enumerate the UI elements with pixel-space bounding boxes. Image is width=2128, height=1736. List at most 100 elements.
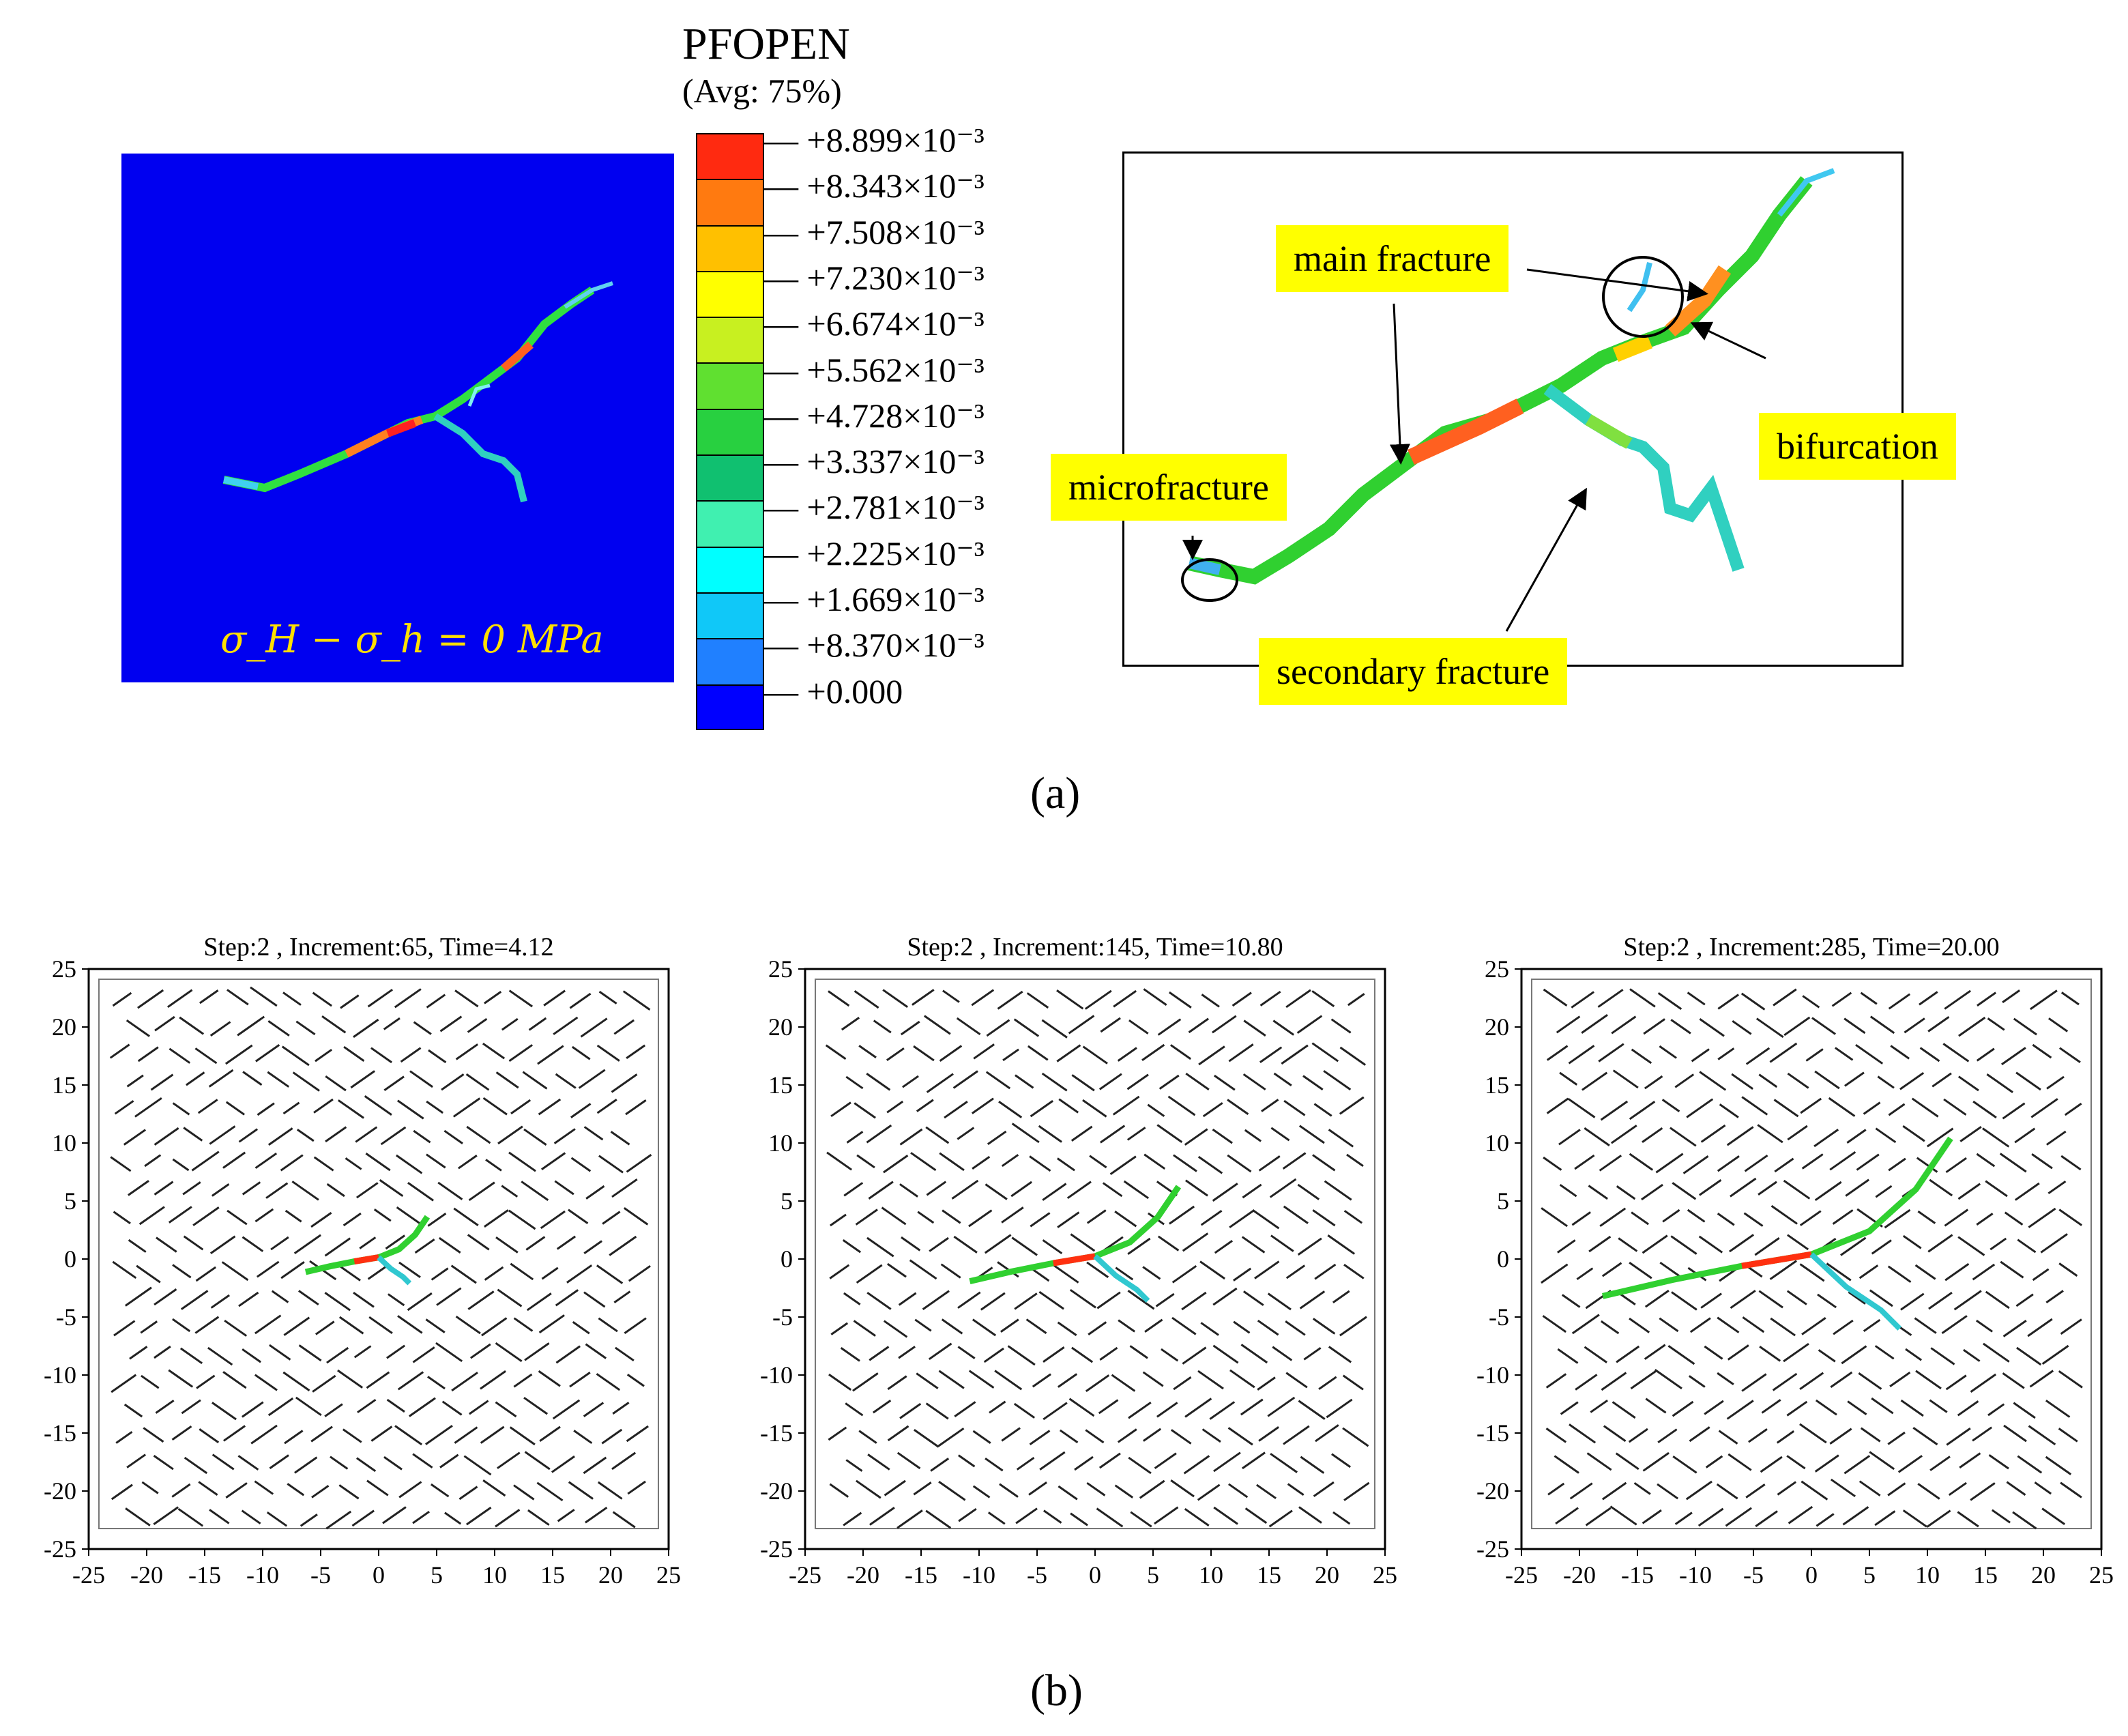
natural-fracture [209,1509,230,1524]
y-tick-label: 25 [52,955,76,983]
colorbar-segment [696,684,764,730]
natural-fracture [1112,1095,1140,1116]
y-tick-label: -5 [1489,1303,1509,1331]
natural-fracture [1742,1316,1765,1333]
natural-fracture [1086,1481,1106,1496]
natural-fracture [1259,1046,1283,1063]
natural-fracture [425,1318,446,1333]
natural-fracture [1869,1015,1895,1035]
natural-fracture [455,1043,479,1060]
natural-fracture [397,1315,423,1334]
natural-fracture [357,1398,377,1414]
natural-fracture [1704,1400,1724,1415]
natural-fracture [168,1369,194,1388]
natural-fracture [1629,1153,1654,1171]
natural-fracture [1887,1265,1912,1283]
x-tick-label: -25 [1505,1561,1538,1589]
natural-fracture [525,1236,546,1251]
natural-fracture [1161,1348,1179,1362]
natural-fracture [2013,1017,2037,1036]
natural-fracture [899,1183,918,1198]
natural-fracture [1815,1399,1837,1416]
natural-fracture [257,1102,275,1116]
natural-fracture [958,1507,977,1522]
natural-fracture [325,1075,347,1092]
natural-fracture [177,1507,204,1527]
natural-fracture [1057,1211,1080,1228]
natural-fracture [1777,1481,1796,1496]
natural-fracture [1832,1209,1854,1225]
natural-fracture [1074,1456,1094,1471]
natural-fracture [1199,1260,1226,1280]
natural-fracture [1801,1153,1824,1170]
natural-fracture [2034,1481,2052,1495]
y-tick-label: 0 [64,1245,76,1273]
natural-fracture [126,1453,147,1469]
natural-fracture [538,1314,565,1334]
secondary-fracture-trace [1093,1254,1150,1303]
natural-fracture [1830,1478,1856,1498]
natural-fracture [626,1044,646,1060]
natural-fracture [555,1289,579,1307]
natural-fracture [1267,1396,1296,1417]
natural-fracture [1917,1210,1936,1224]
natural-fracture [186,1071,205,1086]
natural-fracture [1298,1400,1326,1420]
natural-fracture [972,1155,991,1170]
natural-fracture [166,989,193,1009]
natural-fracture [902,1075,919,1088]
natural-fracture [1001,1427,1021,1442]
y-tick-label: 20 [52,1013,76,1041]
natural-fracture [1201,994,1220,1008]
natural-fracture [1988,1454,2009,1470]
natural-fracture [1629,1101,1656,1120]
natural-fracture [882,989,908,1008]
natural-fracture [583,1456,607,1475]
natural-fracture [1043,1402,1068,1421]
natural-fracture [269,1344,291,1361]
natural-fracture [495,1509,521,1528]
natural-fracture [1688,1375,1706,1388]
natural-fracture [192,1206,220,1226]
natural-fracture [484,1209,509,1228]
natural-fracture [1085,1374,1110,1393]
natural-fracture [1128,1019,1149,1035]
natural-fracture [1945,1157,1967,1174]
natural-fracture [184,1456,208,1475]
natural-fracture [1890,1045,1910,1060]
natural-fracture [1914,1317,1937,1334]
natural-fracture [2015,1071,2041,1091]
natural-fracture [1318,1376,1337,1390]
natural-fracture [523,1396,549,1415]
natural-fracture [1628,1428,1648,1443]
natural-fracture [1699,1018,1725,1037]
natural-fracture [1972,1100,1997,1119]
natural-fracture [112,992,132,1007]
natural-fracture [1944,989,1972,1010]
natural-fracture [1919,1047,1940,1062]
natural-fracture [1841,1345,1867,1365]
natural-fracture [1957,1236,1985,1256]
natural-fracture [2030,1098,2058,1118]
colorbar-segment [696,500,764,547]
natural-fracture [1058,1373,1078,1388]
natural-fracture [342,1428,362,1443]
natural-fracture [1127,1290,1155,1310]
natural-fracture [396,1206,420,1224]
natural-fracture [480,1370,506,1390]
natural-fracture [1616,1345,1640,1363]
natural-fracture [451,1372,478,1392]
natural-fracture [1197,1484,1221,1501]
natural-fracture [1267,1292,1292,1311]
natural-fracture [172,1102,190,1116]
natural-fracture [2045,1130,2067,1146]
natural-fracture [1200,1322,1219,1336]
natural-fracture [1999,1153,2027,1173]
natural-fracture [366,1479,389,1496]
natural-fracture [454,989,479,1008]
natural-fracture [2045,1290,2064,1304]
natural-fracture [227,989,249,1006]
natural-fracture [1772,1372,1798,1391]
natural-fracture [298,1290,319,1306]
natural-fracture [508,1044,533,1062]
